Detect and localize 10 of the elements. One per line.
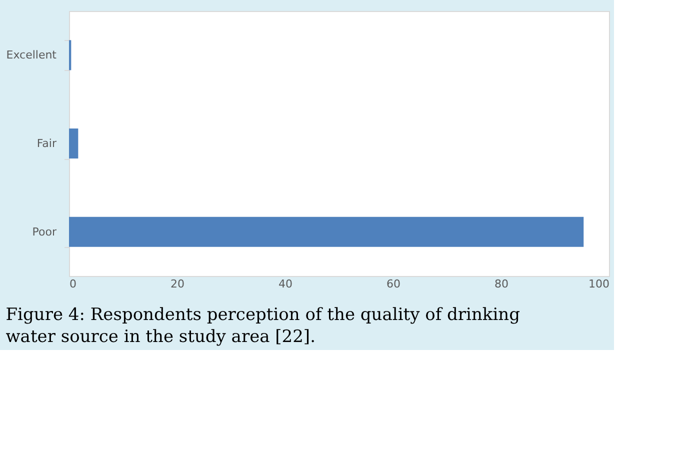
y-tick-label: Fair — [36, 137, 57, 150]
x-tick-label: 0 — [70, 278, 76, 290]
y-tick-label: Excellent — [6, 48, 58, 62]
x-tick-label: 100 — [588, 278, 610, 290]
x-tick-label: 40 — [278, 278, 292, 290]
x-tick-label: 20 — [170, 278, 184, 290]
y-tick-label: Poor — [32, 225, 57, 238]
x-tick-label: 80 — [494, 278, 508, 290]
x-tick-label: 60 — [386, 278, 400, 290]
text: Figure 4: Respondents perception of the quality of drinking water source in the study area [22]. — [6, 305, 520, 347]
